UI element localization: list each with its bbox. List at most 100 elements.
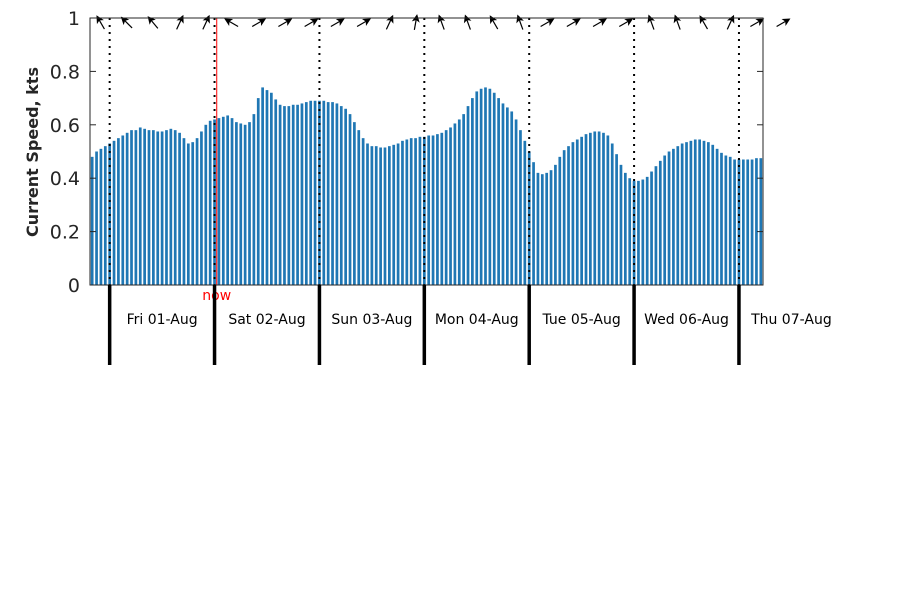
direction-arrow-head xyxy=(257,18,267,26)
speed-bar xyxy=(243,124,247,285)
direction-arrow-head xyxy=(463,14,472,24)
speed-bar xyxy=(304,102,308,285)
speed-bar xyxy=(589,132,592,285)
speed-bar xyxy=(221,116,225,285)
speed-bar xyxy=(698,139,701,285)
speed-bar xyxy=(226,115,230,285)
speed-bar xyxy=(414,138,417,285)
speed-bar xyxy=(339,106,343,285)
speed-bar xyxy=(357,130,361,285)
speed-bar xyxy=(208,120,212,285)
speed-bar xyxy=(449,127,452,285)
speed-bar xyxy=(322,100,326,286)
speed-bar xyxy=(562,150,566,285)
direction-arrow-head xyxy=(755,18,765,26)
direction-arrow xyxy=(411,14,420,30)
speed-bar xyxy=(707,142,710,285)
y-tick-label: 0.6 xyxy=(50,115,80,137)
speed-bar xyxy=(274,99,278,285)
speed-bar xyxy=(514,119,518,286)
speed-bar xyxy=(580,136,583,285)
speed-bar xyxy=(457,119,461,286)
y-tick-label: 0.2 xyxy=(50,222,80,244)
speed-bar xyxy=(200,131,203,285)
speed-bar xyxy=(309,100,313,286)
y-axis: 0 0.2 0.4 0.6 0.8 1 xyxy=(50,8,763,297)
direction-arrow xyxy=(592,18,607,28)
speed-bar xyxy=(510,111,514,285)
speed-bar xyxy=(628,178,632,285)
speed-bar xyxy=(326,102,330,285)
direction-arrow xyxy=(176,14,184,30)
speed-bar xyxy=(230,118,234,285)
speed-bar xyxy=(99,148,103,285)
direction-arrow-head xyxy=(96,15,104,25)
speed-bar xyxy=(462,114,466,286)
speed-bar xyxy=(156,131,160,285)
speed-bar xyxy=(431,135,435,285)
speed-bar xyxy=(650,171,653,285)
day-label: Sat 02-Aug xyxy=(228,312,305,328)
speed-bar xyxy=(374,146,378,285)
direction-arrow xyxy=(618,18,634,28)
direction-arrow xyxy=(202,14,210,30)
speed-bar xyxy=(313,100,317,286)
speed-bar xyxy=(270,92,273,285)
speed-bar xyxy=(396,143,400,285)
speed-bar xyxy=(103,146,107,285)
speed-bar xyxy=(728,156,732,285)
direction-arrow-head xyxy=(624,18,634,26)
direction-arrow-head xyxy=(673,14,682,24)
speed-bar xyxy=(392,144,396,285)
speed-bar xyxy=(505,107,509,285)
speed-bar xyxy=(741,159,745,285)
bars-layer xyxy=(90,87,763,286)
direction-arrow-head xyxy=(283,18,293,26)
now-label: now xyxy=(202,288,231,304)
direction-arrow-head xyxy=(699,15,707,25)
speed-bar xyxy=(558,156,562,285)
speed-bar xyxy=(667,151,671,285)
direction-arrow xyxy=(516,14,524,30)
day-label: Thu 07-Aug xyxy=(750,312,832,328)
speed-bar xyxy=(471,98,474,285)
y-tick-label: 0.8 xyxy=(50,61,80,83)
speed-bar xyxy=(750,159,754,285)
direction-arrow xyxy=(304,18,319,28)
speed-bar xyxy=(593,131,597,285)
speed-bar xyxy=(291,104,295,286)
speed-bar xyxy=(422,136,426,285)
direction-arrow-head xyxy=(361,18,371,26)
direction-arrow-head xyxy=(386,14,394,24)
direction-arrow-head xyxy=(224,18,234,26)
direction-arrow xyxy=(147,16,159,29)
speed-bar xyxy=(610,143,614,285)
direction-arrow-head xyxy=(309,18,319,26)
speed-bar xyxy=(702,140,706,285)
speed-bar xyxy=(173,130,177,285)
speed-bar xyxy=(663,155,667,285)
plot-frame xyxy=(89,17,764,286)
direction-arrow xyxy=(356,18,371,28)
speed-bar xyxy=(466,106,470,285)
speed-bar xyxy=(685,142,688,285)
speed-bar xyxy=(387,146,391,285)
speed-bar xyxy=(335,103,339,285)
direction-arrow xyxy=(673,14,682,30)
y-axis-label: Current Speed, kts xyxy=(23,67,42,237)
speed-bar xyxy=(540,174,544,285)
speed-bar xyxy=(147,130,151,285)
speed-bar xyxy=(554,164,557,285)
direction-arrow-head xyxy=(597,18,607,26)
speed-bar xyxy=(492,92,496,285)
speed-bar xyxy=(523,140,527,285)
y-tick-label: 1 xyxy=(68,8,80,30)
speed-bar xyxy=(615,154,618,285)
speed-bar xyxy=(178,132,181,285)
speed-bar xyxy=(733,159,736,285)
speed-bar xyxy=(484,87,487,285)
speed-bar xyxy=(186,143,190,285)
direction-arrow xyxy=(776,18,791,28)
speed-bar xyxy=(597,131,601,285)
